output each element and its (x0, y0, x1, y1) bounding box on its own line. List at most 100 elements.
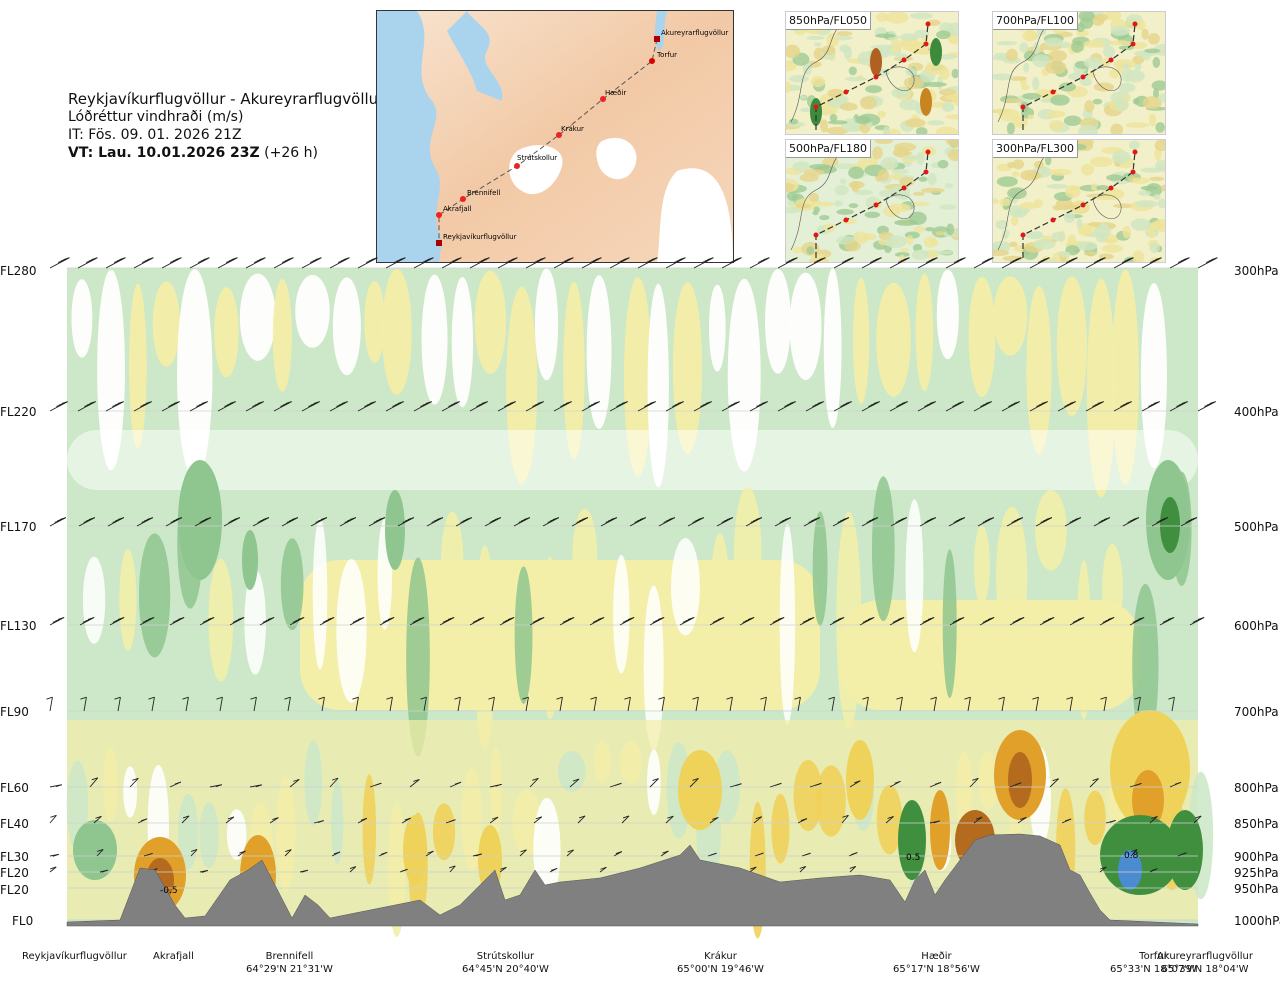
wind-barb (352, 696, 359, 712)
wind-cell (1084, 790, 1106, 846)
wind-barb (49, 401, 68, 412)
wind-barb (1151, 517, 1169, 527)
annotation-half: 0.5 (906, 853, 920, 863)
wind-cell (846, 740, 874, 820)
wind-barb (619, 617, 635, 626)
station-label: Akureyrarflugvöllur 65°39'N 18°04'W (1157, 950, 1253, 976)
wind-barb (794, 696, 801, 712)
wind-cell (208, 558, 234, 682)
wind-barb (454, 696, 461, 712)
wind-barb (49, 257, 70, 269)
fl-label: FL20 (0, 866, 29, 880)
wind-cell (97, 269, 125, 471)
level-map-500[interactable]: 500hPa/FL180 (785, 139, 959, 263)
fl-label: FL220 (0, 405, 37, 419)
wind-barb (589, 617, 605, 626)
wind-cell (199, 802, 219, 869)
level-map-300[interactable]: 300hPa/FL300 (992, 139, 1166, 263)
fl-label: FL0 (12, 914, 34, 928)
wind-cell (403, 815, 427, 885)
wind-barb (726, 696, 733, 712)
wind-barb (665, 401, 684, 412)
wind-barb (329, 257, 350, 269)
wind-barb (379, 617, 395, 626)
wind-cell (672, 282, 703, 454)
station-name: Reykjavíkurflugvöllur (22, 951, 127, 962)
wind-cell (733, 486, 762, 620)
wind-barb (739, 617, 755, 626)
wind-cell (534, 268, 559, 381)
fl-label: FL130 (0, 619, 37, 633)
wind-cell (572, 508, 598, 611)
wind-barb (929, 820, 940, 824)
wind-barb (80, 696, 87, 712)
pressure-label: 950hPa (1234, 882, 1279, 896)
wind-barb (973, 816, 983, 824)
wind-barb (329, 401, 348, 412)
map-label-akrafjall: Akrafjall (443, 205, 472, 213)
wind-cell (432, 803, 456, 861)
wind-barb (378, 851, 388, 857)
wind-barb (329, 777, 339, 788)
wind-barb (665, 257, 686, 269)
wind-barb (833, 257, 854, 269)
wind-barb (889, 257, 910, 269)
wind-barb (1032, 696, 1039, 712)
wind-barb (449, 865, 456, 873)
wind-cell (793, 759, 823, 832)
level-map-850[interactable]: 850hPa/FL050 (785, 11, 959, 135)
wind-cell (103, 747, 118, 823)
wind-barb (693, 401, 712, 412)
wind-barb (1134, 696, 1141, 712)
wind-barb (533, 816, 543, 824)
wind-barb (801, 852, 811, 857)
wind-cell (968, 276, 996, 398)
level-map-700[interactable]: 700hPa/FL100 (992, 11, 1166, 135)
wind-cell (239, 273, 276, 361)
wind-barb (553, 257, 574, 269)
pressure-label: 300hPa (1234, 264, 1279, 278)
station-label: Reykjavíkurflugvöllur (22, 950, 127, 963)
wind-barb (89, 777, 99, 788)
wind-barb (600, 517, 618, 527)
wind-cell (812, 511, 828, 627)
wind-barb (139, 617, 155, 626)
wind-barb (1093, 517, 1111, 527)
wind-cell (671, 538, 700, 636)
wind-barb (289, 617, 305, 626)
wind-barb (609, 782, 622, 788)
wind-barb (1159, 617, 1175, 626)
route-map-canvas: Akureyrarflugvöllur Torfur Hæðir Krákur … (377, 11, 733, 262)
wind-barb (469, 617, 485, 626)
wind-barb (245, 257, 266, 269)
wind-barb (693, 257, 714, 269)
wind-barb (609, 401, 628, 412)
fl-label: FL90 (0, 705, 29, 719)
wind-cell (421, 274, 448, 405)
wind-barb (621, 815, 630, 824)
wind-barb (161, 257, 182, 269)
wind-barb (1141, 401, 1160, 412)
wind-barb (513, 517, 531, 527)
wind-barb (49, 853, 59, 857)
wind-barb (199, 869, 208, 873)
wind-barb (489, 816, 499, 824)
wind-barb (973, 257, 994, 269)
wind-cell (474, 545, 496, 750)
issue-time: IT: Fös. 09. 01. 2026 21Z (68, 127, 242, 143)
wind-barb (181, 815, 190, 824)
wind-barb (805, 257, 826, 269)
wind-barb (687, 517, 705, 527)
wind-barb (78, 517, 96, 527)
wind-barb (709, 816, 719, 824)
wind-cell (129, 283, 147, 449)
wind-barb (318, 696, 325, 712)
wind-barb (658, 517, 676, 527)
wind-cell (272, 278, 292, 392)
wind-barb (709, 617, 725, 626)
wind-barb (96, 849, 104, 857)
wind-cell (336, 558, 367, 703)
wind-cell (678, 750, 722, 830)
wind-cell (82, 556, 106, 644)
wind-cell (613, 554, 630, 674)
